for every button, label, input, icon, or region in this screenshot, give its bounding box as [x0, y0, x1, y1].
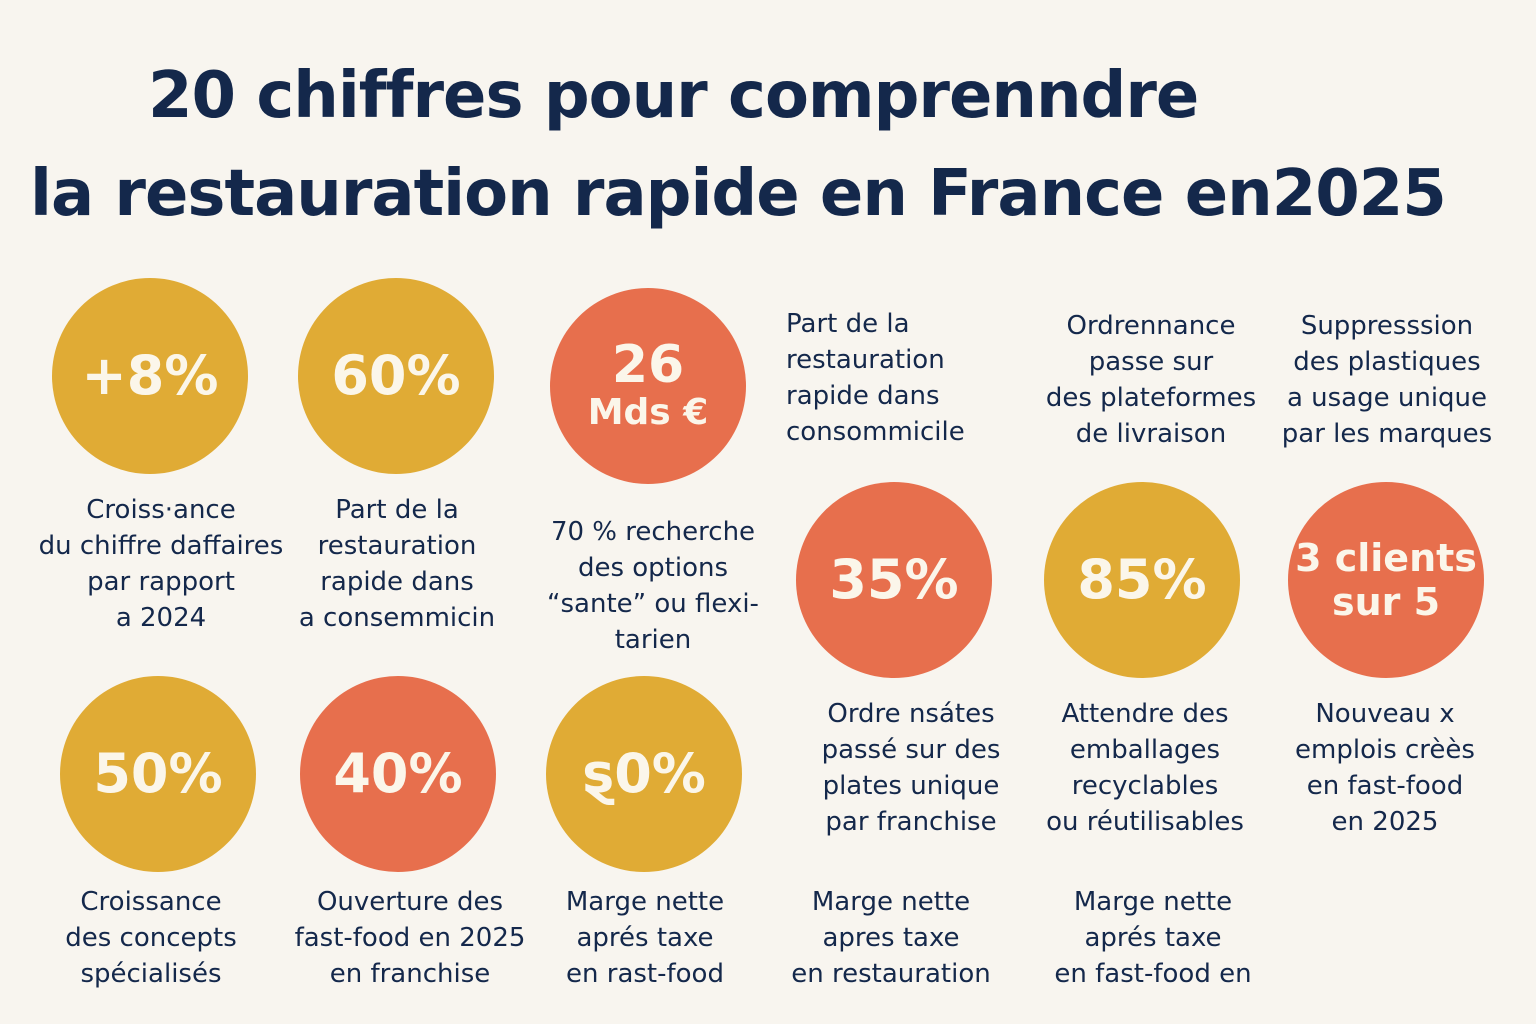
stat-label-60: Part de la restauration rapide dans a conse… [284, 492, 510, 636]
stat-label-50: Croissance des concepts spécialisés [36, 884, 266, 992]
label-line: en fast-food en [1054, 959, 1252, 989]
stat-label-plus-8: Croiss·ance du chiffre daffaires par rappo… [36, 492, 286, 636]
label-line: a consemmicin [298, 603, 496, 633]
text-block-marge-restauration: Marge nette apres taxe en restauration [776, 884, 1006, 992]
label-line: passe sur [1088, 347, 1214, 377]
label-line: spécialisés [80, 959, 222, 989]
stat-value: 35% [829, 548, 959, 611]
stat-circle-60: 60% [298, 278, 494, 474]
stat-circle-35: 35% [796, 482, 992, 678]
stat-label-40: Ouverture des fast-food en 2025 en franchi… [282, 884, 538, 992]
label-line: en franchise [329, 959, 491, 989]
label-line: restauration [317, 531, 477, 561]
text-block-part-restauration: Part de la restauration rapide dans consomm… [786, 306, 1006, 450]
label-line: des concepts [65, 923, 237, 953]
label-line: Croiss·ance [86, 495, 236, 525]
stat-circle-50: 50% [60, 676, 256, 872]
label-line: Marge nette [811, 887, 971, 917]
label-line: recyclables [1071, 771, 1219, 801]
label-line: consommicile [786, 417, 965, 447]
label-line: Attendre des [1061, 699, 1229, 729]
label-line: des plateformes [1045, 383, 1257, 413]
label-line: des plastiques [1293, 347, 1481, 377]
label-line: de livraison [1075, 419, 1227, 449]
stat-value: 40% [333, 742, 463, 805]
label-line: fast-food en 2025 [294, 923, 526, 953]
label-line: passé sur des [821, 735, 1001, 765]
text-block-suppression-plastiques: Suppresssion des plastiques a usage unique… [1272, 308, 1502, 452]
stat-label-26-mds: 70 % recherche des options “sante” ou flex… [540, 514, 766, 658]
label-line: emplois crèès [1295, 735, 1475, 765]
stat-label-35: Ordre nsátes passé sur des plates unique pa… [796, 696, 1026, 840]
label-line: Part de la [786, 309, 910, 339]
label-line: “sante” ou flexi- [547, 589, 759, 619]
label-line: aprés taxe [1084, 923, 1222, 953]
label-line: rapide dans [320, 567, 474, 597]
stat-value-line-1: 3 clients [1295, 536, 1477, 580]
label-line: Ouverture des [316, 887, 504, 917]
stat-value: ȿ0% [582, 742, 706, 805]
label-line: ou réutilisables [1046, 807, 1244, 837]
stat-value: 85% [1077, 548, 1207, 611]
label-line: par franchise [825, 807, 997, 837]
label-line: 70 % recherche [550, 517, 756, 547]
label-line: en fast-food [1306, 771, 1464, 801]
page-title-line-2: la restauration rapide en France en2025 [30, 157, 1447, 231]
text-block-ordrennance: Ordrennance passe sur des plateformes de li… [1036, 308, 1266, 452]
stat-label-3-clients: Nouveau x emplois crèès en fast-food en 202… [1270, 696, 1500, 840]
label-line: emballages [1069, 735, 1221, 765]
label-line: Nouveau x [1315, 699, 1455, 729]
stat-value-line-1: 26 [611, 335, 685, 395]
stat-circle-85: 85% [1044, 482, 1240, 678]
label-line: apres taxe [822, 923, 960, 953]
stat-value: +8% [81, 344, 219, 407]
stat-circle-26-mds: 26 Mds € [550, 288, 746, 484]
page-title-line-1: 20 chiffres pour comprenndre [148, 59, 1199, 133]
label-line: restauration [786, 345, 945, 375]
label-line: plates unique [822, 771, 1000, 801]
label-line: en 2025 [1331, 807, 1439, 837]
stat-circle-40: 40% [300, 676, 496, 872]
label-line: du chiffre daffaires [38, 531, 284, 561]
label-line: Croissance [80, 887, 222, 917]
label-line: tarien [614, 625, 692, 655]
stat-label-85: Attendre des emballages recyclables ou réut… [1030, 696, 1260, 840]
stat-circle-3-clients: 3 clients sur 5 [1288, 482, 1484, 678]
label-line: a 2024 [115, 603, 207, 633]
label-line: rapide dans [786, 381, 940, 411]
label-line: en restauration [791, 959, 991, 989]
label-line: a usage unique [1286, 383, 1488, 413]
stat-value: 50% [93, 742, 223, 805]
label-line: Part de la [335, 495, 459, 525]
label-line: des options [577, 553, 729, 583]
label-line: Ordre nsátes [827, 699, 995, 729]
label-line: par les marques [1281, 419, 1493, 449]
stat-label-marge-rast-food: Marge nette aprés taxe en rast-food [530, 884, 760, 992]
label-line: Ordrennance [1066, 311, 1236, 341]
label-line: en rast-food [566, 959, 724, 989]
stat-value-line-2: sur 5 [1331, 580, 1441, 624]
label-line: aprés taxe [576, 923, 714, 953]
label-line: Suppresssion [1300, 311, 1474, 341]
stat-value: 60% [331, 344, 461, 407]
text-block-marge-fast-food: Marge nette aprés taxe en fast-food en [1038, 884, 1268, 992]
stat-circle-plus-8: +8% [52, 278, 248, 474]
stat-value-line-2: Mds € [587, 392, 709, 433]
label-line: Marge nette [565, 887, 725, 917]
stat-circle-marge: ȿ0% [546, 676, 742, 872]
label-line: par rapport [87, 567, 235, 597]
label-line: Marge nette [1073, 887, 1233, 917]
